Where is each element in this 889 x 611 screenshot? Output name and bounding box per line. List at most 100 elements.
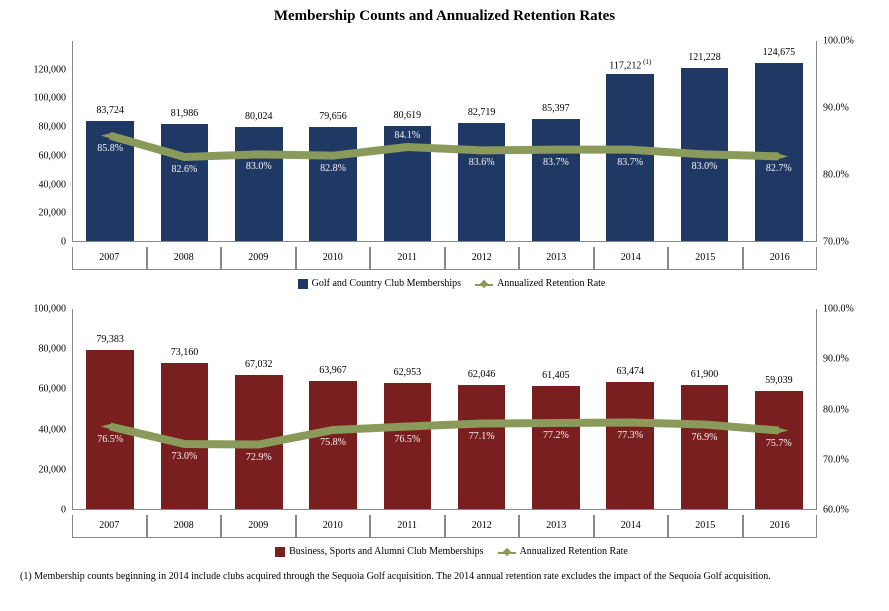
ytick-right: 100.0% [823,36,869,47]
chart-bsa: 020,00040,00060,00080,000100,000 60.0% 70… [20,303,869,538]
legend-label: Annualized Retention Rate [520,546,628,557]
x-category: 2016 [743,515,818,538]
bar-cell: 73,16073.0% [147,309,221,509]
bar: 124,675 [755,63,803,241]
bar-cell: 63,96775.8% [296,309,370,509]
retention-label: 75.8% [320,437,346,448]
bar: 73,160 [161,363,209,509]
retention-label: 76.9% [692,432,718,443]
bar-value-label: 81,986 [171,108,199,119]
ytick-left: 20,000 [20,208,66,219]
x-category: 2016 [743,247,818,270]
x-category: 2009 [221,247,296,270]
ytick-right: 90.0% [823,354,869,365]
ytick-left: 20,000 [20,464,66,475]
bar-cell: 61,90076.9% [667,309,741,509]
bars-layer: 79,38376.5%73,16073.0%67,03272.9%63,9677… [73,309,816,509]
ytick-right: 80.0% [823,404,869,415]
retention-label: 77.2% [543,430,569,441]
x-category: 2007 [72,247,147,270]
x-category: 2013 [519,515,594,538]
x-category: 2015 [668,247,743,270]
x-category: 2014 [594,515,669,538]
retention-label: 72.9% [246,452,272,463]
x-category: 2011 [370,247,445,270]
y-axis-left: 020,00040,00060,00080,000100,000120,000 [20,41,72,242]
bar-value-label: 80,619 [394,110,422,121]
retention-label: 83.0% [692,161,718,172]
ytick-left: 80,000 [20,344,66,355]
y-axis-right: 60.0%70.0%80.0%90.0%100.0% [817,309,869,510]
bar-cell: 80,61984.1% [370,41,444,241]
retention-label: 76.5% [394,434,420,445]
ytick-left: 100,000 [20,304,66,315]
bar-cell: 85,39783.7% [519,41,593,241]
bar-cell: 62,95376.5% [370,309,444,509]
bar-cell: 61,40577.2% [519,309,593,509]
ytick-right: 70.0% [823,237,869,248]
bar-value-label: 79,656 [319,111,347,122]
retention-label: 83.0% [246,161,272,172]
ytick-right: 70.0% [823,454,869,465]
bar-cell: 81,98682.6% [147,41,221,241]
retention-label: 83.7% [617,157,643,168]
legend-swatch [298,279,308,289]
bar: 85,397 [532,119,580,241]
ytick-right: 100.0% [823,304,869,315]
x-category: 2014 [594,247,669,270]
bar: 62,046 [458,385,506,509]
ytick-left: 80,000 [20,122,66,133]
y-axis-left: 020,00040,00060,00080,000100,000 [20,309,72,510]
retention-label: 83.6% [469,157,495,168]
x-category: 2011 [370,515,445,538]
bar: 59,039 [755,391,803,509]
bar: 83,724 [86,121,134,241]
x-category: 2012 [445,515,520,538]
bar-value-label: 67,032 [245,359,273,370]
bar: 62,953 [384,383,432,509]
bar-value-label: 82,719 [468,107,496,118]
bar-value-label: 62,046 [468,369,496,380]
bar-value-label: 59,039 [765,375,793,386]
bar: 80,619 [384,126,432,241]
ytick-right: 60.0% [823,505,869,516]
retention-label: 77.1% [469,431,495,442]
retention-label: 76.5% [97,434,123,445]
bar-cell: 67,03272.9% [222,309,296,509]
bar-cell: 82,71983.6% [444,41,518,241]
bar-cell: 124,67582.7% [742,41,816,241]
retention-label: 73.0% [172,451,198,462]
bar-value-label: 79,383 [96,334,124,345]
bar-value-label: 85,397 [542,103,570,114]
x-category: 2010 [296,515,371,538]
plot-area: 83,72485.8%81,98682.6%80,02483.0%79,6568… [72,41,817,242]
bar-cell: 59,03975.7% [742,309,816,509]
x-category: 2007 [72,515,147,538]
retention-label: 85.8% [97,143,123,154]
y-axis-right: 70.0%80.0%90.0%100.0% [817,41,869,242]
ytick-left: 100,000 [20,93,66,104]
legend-golf: Golf and Country Club MembershipsAnnuali… [20,278,869,289]
bar: 79,383 [86,350,134,509]
bar: 61,900 [681,385,729,509]
bar-value-label: 62,953 [394,367,422,378]
bar-cell: 121,228 83.0% [667,41,741,241]
bar-value-label: 80,024 [245,111,273,122]
x-category: 2008 [147,247,222,270]
ytick-left: 0 [20,505,66,516]
bar-value-label: 83,724 [96,105,124,116]
legend-label: Business, Sports and Alumni Club Members… [289,546,483,557]
x-category: 2008 [147,515,222,538]
bar: 79,656 [309,127,357,241]
bar-value-label: 63,474 [616,366,644,377]
legend-swatch [275,547,285,557]
ytick-left: 120,000 [20,64,66,75]
bar: 81,986 [161,124,209,241]
bar-cell: 83,72485.8% [73,41,147,241]
x-category: 2015 [668,515,743,538]
legend-line-swatch [498,547,516,557]
bar: 67,032 [235,375,283,509]
chart-golf: 020,00040,00060,00080,000100,000120,000 … [20,35,869,270]
bar: 82,719 [458,123,506,241]
bar-value-label: 121,228 [688,52,721,63]
